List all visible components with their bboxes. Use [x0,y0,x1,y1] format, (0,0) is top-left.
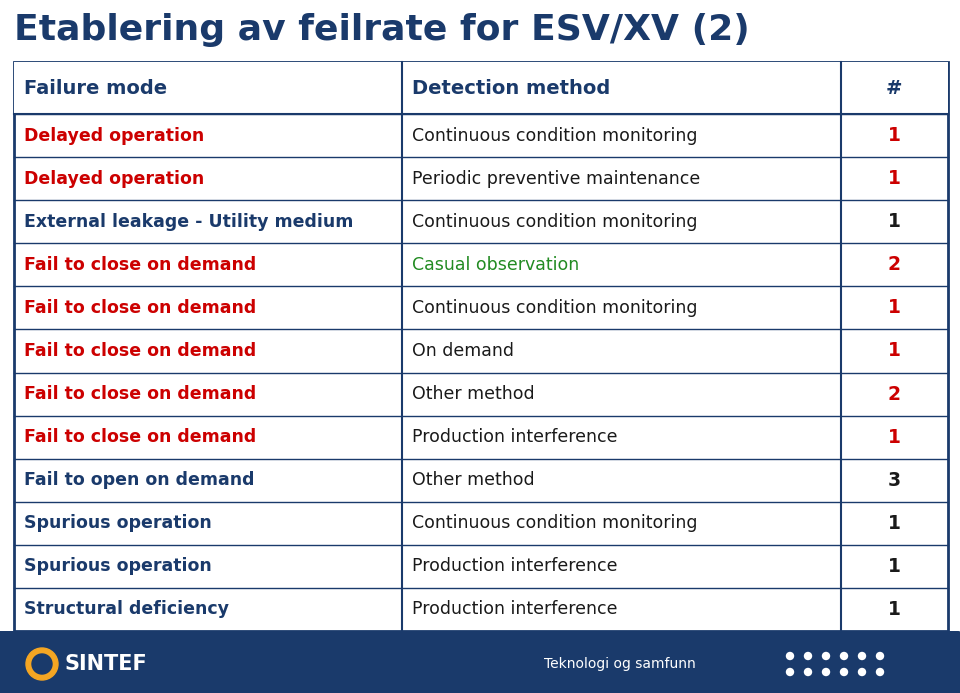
Circle shape [876,653,883,660]
Text: Spurious operation: Spurious operation [24,514,212,532]
Text: Continuous condition monitoring: Continuous condition monitoring [412,299,697,317]
Bar [0,635,960,693]
Circle shape [858,669,866,676]
Text: Other method: Other method [412,471,534,489]
Text: Spurious operation: Spurious operation [24,557,212,575]
Text: 2: 2 [888,385,900,403]
Text: Delayed operation: Delayed operation [24,127,204,145]
Text: Fail to open on demand: Fail to open on demand [24,471,254,489]
Text: Production interference: Production interference [412,600,617,618]
Text: 1: 1 [888,126,900,145]
Circle shape [786,669,794,676]
Text: 1: 1 [888,557,900,576]
Circle shape [26,648,58,680]
Text: Periodic preventive maintenance: Periodic preventive maintenance [412,170,700,188]
Text: 1: 1 [888,169,900,188]
Circle shape [786,653,794,660]
Text: Fail to close on demand: Fail to close on demand [24,385,256,403]
Text: 1: 1 [888,342,900,360]
Text: Continuous condition monitoring: Continuous condition monitoring [412,514,697,532]
Text: Fail to close on demand: Fail to close on demand [24,299,256,317]
Text: Production interference: Production interference [412,428,617,446]
Text: Continuous condition monitoring: Continuous condition monitoring [412,213,697,231]
Text: External leakage - Utility medium: External leakage - Utility medium [24,213,353,231]
Text: 1: 1 [888,212,900,231]
Text: Etablering av feilrate for ESV/XV (2): Etablering av feilrate for ESV/XV (2) [14,13,750,47]
Circle shape [823,669,829,676]
Text: Delayed operation: Delayed operation [24,170,204,188]
Text: 3: 3 [888,471,900,490]
Circle shape [823,653,829,660]
Text: Teknologi og samfunn: Teknologi og samfunn [544,657,696,671]
Circle shape [32,654,52,674]
Text: Fail to close on demand: Fail to close on demand [24,342,256,360]
Text: Detection method: Detection method [412,78,610,98]
Text: Fail to close on demand: Fail to close on demand [24,256,256,274]
Text: Fail to close on demand: Fail to close on demand [24,428,256,446]
Text: On demand: On demand [412,342,514,360]
Text: Other method: Other method [412,385,534,403]
Circle shape [876,669,883,676]
Circle shape [841,653,848,660]
Circle shape [841,669,848,676]
Text: #: # [886,78,902,98]
Circle shape [858,653,866,660]
Text: Casual observation: Casual observation [412,256,579,274]
Text: 1: 1 [888,600,900,619]
Text: 1: 1 [888,428,900,446]
Text: 2: 2 [888,255,900,274]
FancyBboxPatch shape [0,631,960,693]
Text: Structural deficiency: Structural deficiency [24,600,229,618]
Text: 1: 1 [888,299,900,317]
Text: Production interference: Production interference [412,557,617,575]
Circle shape [804,653,811,660]
Circle shape [804,669,811,676]
Bar [14,62,948,114]
Text: 1: 1 [888,514,900,533]
Text: Continuous condition monitoring: Continuous condition monitoring [412,127,697,145]
Text: SINTEF: SINTEF [64,654,147,674]
Bar [14,62,948,631]
Text: Failure mode: Failure mode [24,78,167,98]
